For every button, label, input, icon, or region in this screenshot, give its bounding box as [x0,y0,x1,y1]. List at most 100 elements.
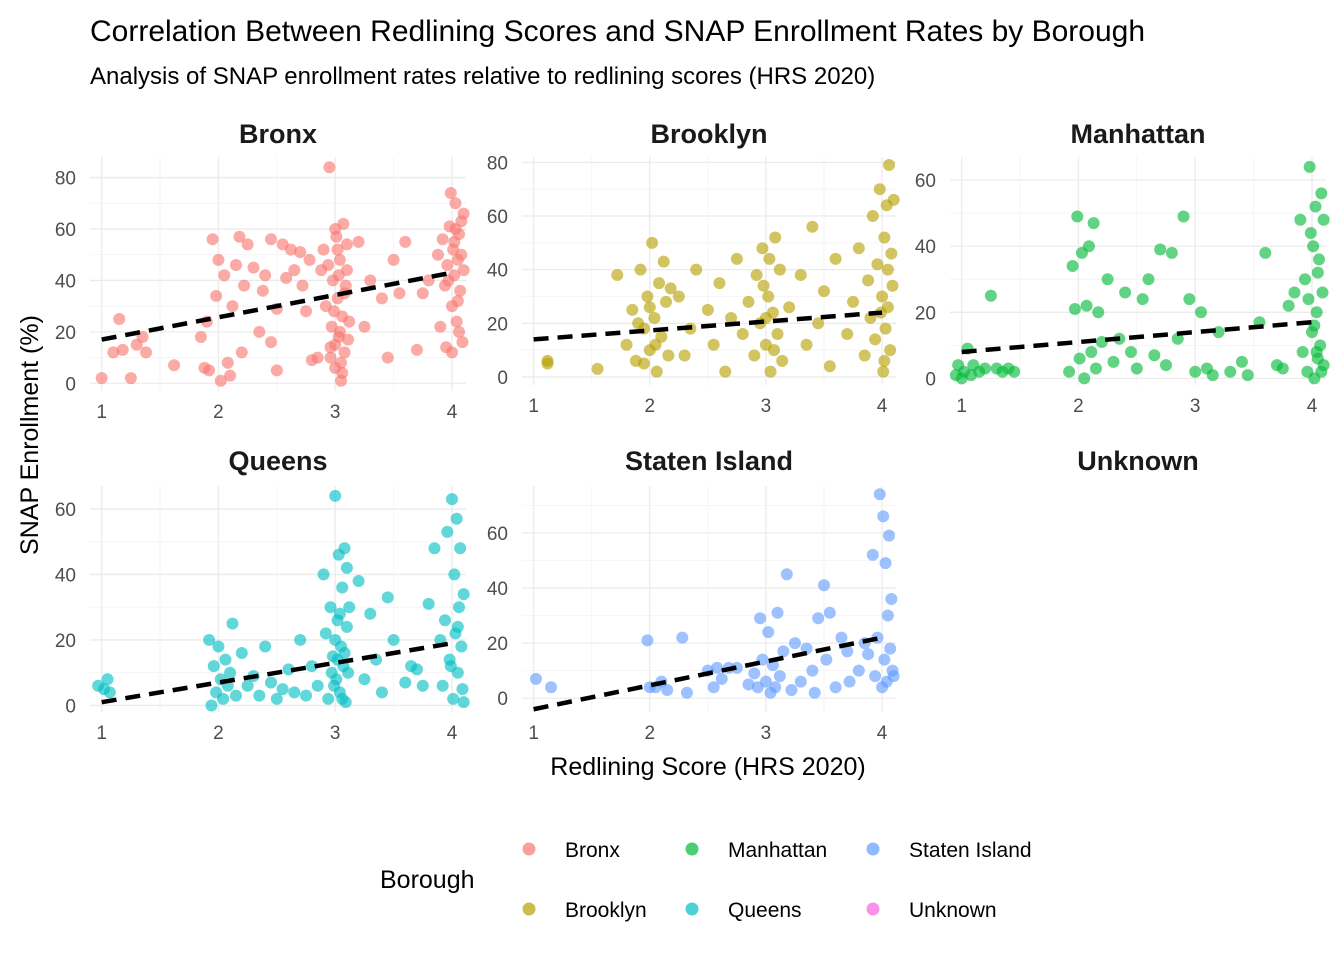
data-point [456,683,469,696]
data-point [841,645,854,658]
data-point [352,235,365,248]
data-point [1101,273,1114,286]
data-point [399,676,412,689]
data-point [643,301,656,314]
data-point [711,661,724,674]
x-tick-label: 4 [877,396,888,417]
data-point [107,346,120,359]
data-point [620,338,633,351]
data-points [92,489,470,712]
data-point [452,601,465,614]
chart-subtitle: Analysis of SNAP enrollment rates relati… [90,63,875,90]
data-point [634,263,647,276]
data-point [296,279,309,292]
data-point [333,607,346,620]
data-point [410,663,423,676]
data-point [444,660,457,673]
data-point [358,320,371,333]
data-point [773,263,786,276]
data-point [885,247,898,260]
data-point [884,642,897,655]
data-point [626,303,639,316]
legend-item: Queens [685,899,802,922]
data-point [224,666,237,679]
facet-strip-label: Brooklyn [650,119,767,149]
data-point [878,653,891,666]
trend-line [101,270,453,342]
data-point [788,637,801,650]
data-point [1276,362,1289,375]
data-point [873,183,886,196]
data-point [264,676,277,689]
data-point [866,548,879,561]
data-point [452,325,465,338]
data-point [862,274,875,287]
data-point [229,259,242,271]
data-point [235,346,248,359]
data-point [449,223,462,235]
data-point [876,290,889,303]
data-point [768,344,781,357]
legend-label: Brooklyn [565,899,647,922]
data-point [1294,213,1307,226]
data-point [878,231,891,244]
x-tick-label: 4 [447,723,458,744]
data-point [887,670,900,683]
y-tick-label: 0 [497,689,508,710]
x-tick-label: 1 [956,396,967,417]
data-point [457,696,470,709]
x-tick-label: 1 [96,723,107,744]
data-point [1224,365,1237,378]
y-tick-label: 60 [915,171,936,192]
data-point [678,349,691,362]
data-point [300,689,313,702]
data-point [445,493,458,506]
data-point [332,269,345,282]
data-point [881,263,894,276]
data-point [529,672,542,685]
data-point [1087,217,1100,230]
data-point [1310,345,1323,358]
y-tick-label: 20 [55,631,76,652]
data-point [387,633,400,646]
data-point [1082,240,1095,253]
data-point [284,243,297,256]
data-point [794,675,807,688]
data-point [754,612,767,625]
data-point [381,351,394,364]
data-point [340,620,353,633]
x-tick-label: 1 [528,396,539,417]
data-point [454,284,467,297]
data-point [820,653,833,666]
data-point [329,223,342,235]
data-point [1063,365,1076,378]
data-point [207,660,220,673]
data-point [113,313,126,325]
gridlines [950,157,1326,385]
legend-key [522,902,536,916]
data-point [1312,253,1325,266]
data-point [364,274,377,287]
trend-line [533,310,883,342]
data-point [336,581,349,594]
gridlines [522,157,896,385]
data-point [1148,349,1161,362]
legend-item: Manhattan [685,839,827,862]
data-point [253,689,266,702]
data-point [884,344,897,357]
data-point [1183,293,1196,306]
data-point [343,315,356,328]
x-tick-label: 3 [330,723,341,744]
data-point [852,242,865,255]
data-point [205,699,218,712]
data-point [541,354,554,367]
y-tick-label: 0 [497,368,508,389]
gridlines [522,486,896,712]
data-point [632,317,645,330]
legend-item: Bronx [522,839,620,862]
x-tick-label: 2 [213,402,224,423]
data-point [877,510,890,523]
y-tick-label: 20 [487,314,508,335]
x-tick-label: 1 [96,402,107,423]
